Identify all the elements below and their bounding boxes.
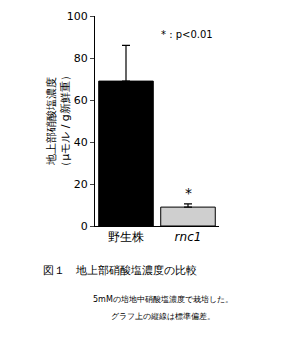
svg-text:* : p<0.01: * : p<0.01 — [161, 29, 213, 40]
svg-text:60: 60 — [74, 94, 88, 107]
svg-text:100: 100 — [67, 10, 88, 23]
svg-text:地上部硝酸塩濃度（μモル / g新鮮重）: 地上部硝酸塩濃度（μモル / g新鮮重） — [45, 70, 72, 172]
svg-text:rnc1: rnc1 — [175, 230, 202, 244]
svg-text:80: 80 — [74, 52, 88, 65]
svg-text:図１ 地上部硝酸塩濃度の比較: 図１ 地上部硝酸塩濃度の比較 — [43, 264, 197, 277]
svg-text:5mMの培地中硝酸塩濃度で栽培した。: 5mMの培地中硝酸塩濃度で栽培した。 — [93, 295, 233, 304]
svg-text:40: 40 — [74, 136, 88, 149]
svg-text:0: 0 — [81, 220, 88, 233]
svg-text:グラフ上の縦線は標準偏差。: グラフ上の縦線は標準偏差。 — [111, 312, 215, 321]
svg-text:*: * — [185, 185, 192, 201]
svg-text:野生株: 野生株 — [108, 230, 144, 244]
svg-text:20: 20 — [74, 178, 88, 191]
